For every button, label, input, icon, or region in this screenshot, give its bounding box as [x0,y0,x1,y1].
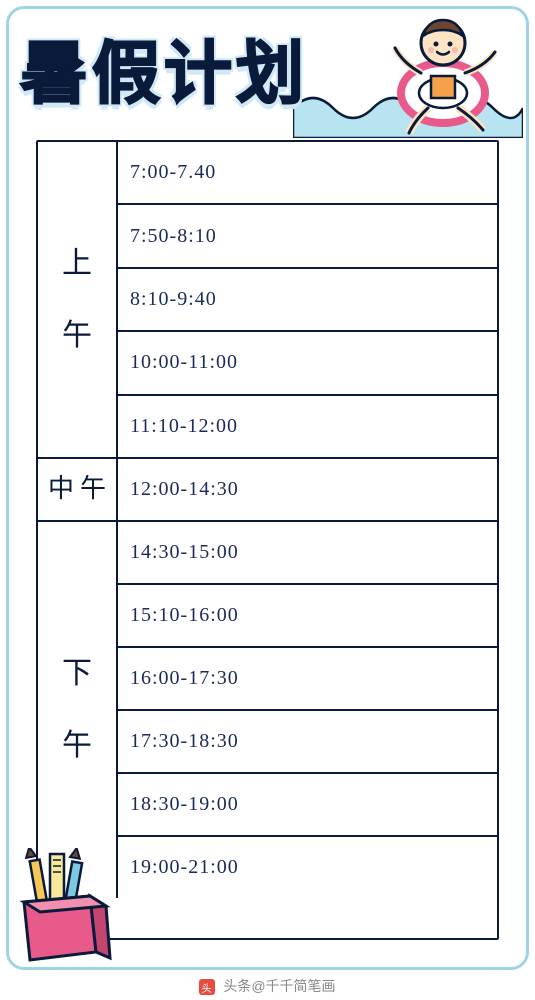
time-row: 18:30-19:00 [118,772,497,835]
label-char: 下 [62,638,92,710]
time-row: 12:00-14:30 [118,459,497,520]
footer-attribution: 头条@千千简笔画 [0,976,535,996]
time-row: 16:00-17:30 [118,646,497,709]
footer-text: 头条@千千简笔画 [223,978,335,994]
time-row: 17:30-18:30 [118,709,497,772]
section-morning: 上 午 7:00-7.40 7:50-8:10 8:10-9:40 10:00-… [38,142,497,457]
time-row: 19:00-21:00 [118,835,497,898]
time-row: 7:50-8:10 [118,203,497,266]
section-label-afternoon: 下 午 [38,522,118,898]
time-row: 11:10-12:00 [118,394,497,457]
section-noon: 中 午 12:00-14:30 [38,457,497,520]
pencil-holder-icon [12,848,112,968]
label-char: 午 [62,710,92,782]
section-afternoon: 下 午 14:30-15:00 15:10-16:00 16:00-17:30 … [38,520,497,898]
rows-afternoon: 14:30-15:00 15:10-16:00 16:00-17:30 17:3… [118,522,497,898]
page-title: 暑假计划 [20,18,308,117]
rows-morning: 7:00-7.40 7:50-8:10 8:10-9:40 10:00-11:0… [118,142,497,457]
label-char: 午 [62,300,92,372]
time-row: 10:00-11:00 [118,330,497,393]
time-row: 14:30-15:00 [118,522,497,583]
time-row: 8:10-9:40 [118,267,497,330]
time-row: 15:10-16:00 [118,583,497,646]
swimming-boy-icon [373,8,513,138]
section-label-noon: 中 午 [38,459,118,520]
section-label-morning: 上 午 [38,142,118,457]
label-char: 上 [62,228,92,300]
label-char: 午 [80,458,106,520]
schedule-table: 上 午 7:00-7.40 7:50-8:10 8:10-9:40 10:00-… [36,140,499,940]
label-char: 中 [48,458,74,520]
toutiao-icon [199,979,215,995]
rows-noon: 12:00-14:30 [118,459,497,520]
time-row: 7:00-7.40 [118,142,497,203]
